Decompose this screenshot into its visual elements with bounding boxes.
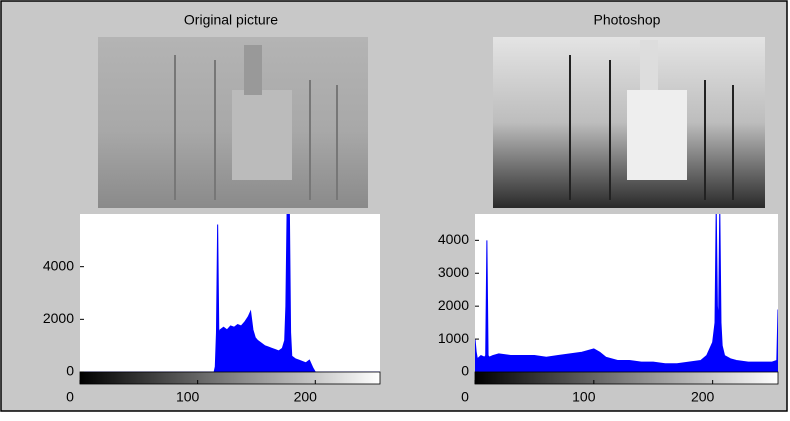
data-layer (80, 214, 380, 372)
area-fill (475, 214, 778, 372)
y-tick-label: 4000 (438, 231, 469, 247)
y-tick-label: 2000 (43, 310, 74, 326)
image-detail (174, 45, 338, 200)
y-tick-label: 2000 (438, 297, 469, 313)
histogram-outline (80, 214, 380, 372)
histogram-outline (475, 214, 778, 365)
area-fill (80, 214, 380, 372)
y-tick-label: 0 (66, 363, 74, 379)
colorbar (79, 371, 381, 385)
x-tick-label: 200 (294, 389, 318, 405)
x-tick-label: 100 (176, 389, 200, 405)
x-tick-label: 0 (66, 389, 74, 405)
colorbar (474, 371, 779, 385)
plot-area (475, 214, 778, 372)
chart-title: Original picture (184, 12, 278, 28)
y-tick-label: 4000 (43, 257, 74, 273)
image-detail (569, 40, 734, 200)
x-tick-label: 0 (461, 389, 469, 405)
x-tick-label: 200 (691, 389, 715, 405)
data-layer (475, 214, 778, 372)
y-tick-label: 3000 (438, 264, 469, 280)
x-tick-label: 100 (572, 389, 596, 405)
y-tick-label: 1000 (438, 330, 469, 346)
y-tick-label: 0 (461, 363, 469, 379)
chart-title: Photoshop (594, 12, 661, 28)
